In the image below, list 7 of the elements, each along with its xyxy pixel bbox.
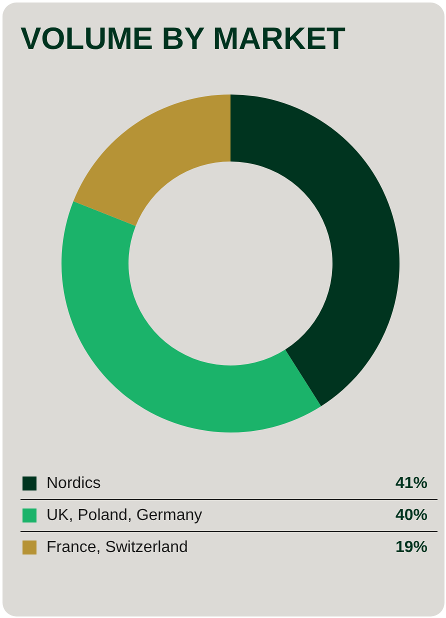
- chart-title: VOLUME BY MARKET: [20, 21, 346, 56]
- data-label: 19%: [395, 539, 428, 556]
- legend-label: Nordics: [46, 475, 101, 492]
- legend-label: UK, Poland, Germany: [46, 507, 202, 524]
- data-label: 40%: [395, 507, 428, 524]
- legend-label: France, Switzerland: [46, 539, 188, 556]
- data-label: 41%: [395, 475, 428, 492]
